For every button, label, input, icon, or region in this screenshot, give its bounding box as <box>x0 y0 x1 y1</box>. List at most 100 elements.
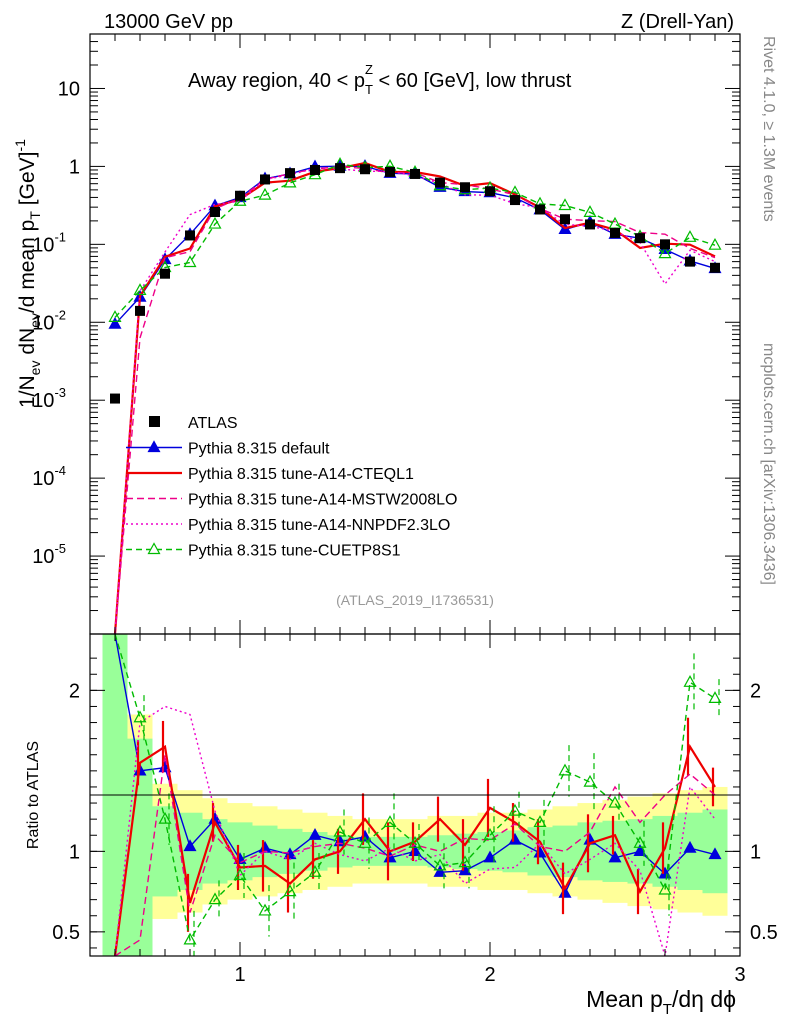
atlas-data-point <box>435 177 445 188</box>
atlas-data-point <box>160 268 170 279</box>
main-series-marker <box>258 187 272 200</box>
atlas-data-point <box>260 174 270 185</box>
main-series-line <box>114 165 716 325</box>
ratio-series-marker <box>683 675 697 687</box>
y-tick-label: 10 <box>58 78 80 100</box>
atlas-data-point <box>210 206 220 217</box>
ratio-series-marker <box>508 803 522 816</box>
main-series-marker <box>208 216 222 229</box>
legend-entry: Pythia 8.315 tune-CUETP8S1 <box>188 543 401 560</box>
legend-entry: ATLAS <box>188 415 238 432</box>
legend-entry: Pythia 8.315 tune-A14-NNPDF2.3LO <box>188 517 450 534</box>
ratio-series-marker <box>408 836 422 848</box>
ratio-series-marker <box>633 844 647 856</box>
x-tick-label: 1 <box>234 964 245 986</box>
plot-title: Away region, 40 < pTZ < 60 [GeV], low th… <box>188 62 572 97</box>
atlas-data-point <box>410 168 420 179</box>
process-label: Z (Drell-Yan) <box>621 11 734 33</box>
ratio-series-marker <box>358 836 372 848</box>
title-pre: Away region, 40 < p <box>188 70 365 92</box>
ratio-series-line <box>114 633 716 942</box>
atlas-data-point <box>310 164 320 175</box>
title-post: < 60 [GeV], low thrust <box>373 70 572 92</box>
band-inner <box>577 822 603 881</box>
ratio-series-marker <box>208 892 222 905</box>
main-series-marker <box>583 205 597 217</box>
title-sub: T <box>365 82 373 97</box>
main-series-marker <box>133 283 147 296</box>
ratio-series-marker <box>483 850 497 863</box>
ratio-series-marker <box>308 865 322 877</box>
ratio-series-marker <box>283 884 297 897</box>
ratio-series-marker <box>308 828 322 840</box>
ratio-series-marker <box>258 903 272 916</box>
atlas-data-point <box>135 305 145 316</box>
atlas-data-point <box>560 214 570 225</box>
main-series-marker <box>683 230 697 242</box>
atlas-data-point <box>185 230 195 241</box>
main-series-line <box>113 161 716 635</box>
ratio-y-tick-label: 1 <box>69 841 80 863</box>
ratio-series-group <box>113 633 722 957</box>
main-series-marker <box>108 310 122 322</box>
ratio-series-marker <box>708 847 722 860</box>
atlas-data-point <box>710 262 720 273</box>
title-sup: Z <box>365 62 373 77</box>
ratio-series-marker <box>458 855 472 868</box>
atlas-data-point <box>510 195 520 206</box>
ratio-y-tick-label-right: 0.5 <box>750 922 778 944</box>
band-inner <box>427 835 453 868</box>
ratio-series-marker <box>633 836 647 848</box>
ratio-series-marker <box>133 710 147 723</box>
rivet-version-text: Rivet 4.1.0, ≥ 1.3M events <box>760 36 777 222</box>
y-tick-label: 10-5 <box>32 541 66 568</box>
ratio-series-line <box>114 705 716 957</box>
ratio-series-marker <box>383 815 397 827</box>
atlas-data-point <box>235 190 245 201</box>
band-inner <box>552 825 578 878</box>
ratio-y-axis-label: Ratio to ATLAS <box>25 741 42 849</box>
atlas-data-point <box>535 204 545 215</box>
main-series-marker <box>283 175 297 188</box>
ratio-series-line <box>114 754 716 957</box>
x-tick-label: 3 <box>734 964 745 986</box>
atlas-data-point <box>685 256 695 267</box>
ratio-series-marker <box>183 839 197 852</box>
atlas-data-point <box>335 163 345 174</box>
ratio-y-tick-label-right: 2 <box>750 680 761 702</box>
main-series-marker <box>558 198 572 211</box>
beam-label: 13000 GeV pp <box>104 11 233 33</box>
main-series-marker <box>183 255 197 268</box>
atlas-data-point <box>460 182 470 193</box>
ratio-series-marker <box>433 858 447 871</box>
ratio-series-line <box>113 743 716 957</box>
ratio-series-marker <box>233 868 247 881</box>
main-y-axis-label: 1/Nev dNev/d mean pT [GeV]-1 <box>12 139 43 408</box>
legend-entry: Pythia 8.315 tune-A14-CTEQL1 <box>188 466 414 483</box>
atlas-data-point <box>635 233 645 244</box>
atlas-data-point <box>285 168 295 179</box>
ratio-series-marker <box>333 824 347 837</box>
x-axis-label: Mean pT/dη dϕ <box>586 986 736 1018</box>
main-series-marker <box>708 237 722 250</box>
ratio-y-tick-label-right: 1 <box>750 841 761 863</box>
legend: ATLAS Pythia 8.315 default Pythia 8.315 tu… <box>126 415 457 560</box>
main-series-group <box>108 157 722 635</box>
ratio-series-marker <box>608 795 622 808</box>
legend-entry: Pythia 8.315 tune-A14-MSTW2008LO <box>188 492 457 509</box>
ratio-series-marker <box>583 774 597 787</box>
legend-marker <box>147 542 161 555</box>
analysis-tag: (ATLAS_2019_I1736531) <box>336 592 494 608</box>
main-series-marker <box>658 246 672 259</box>
ratio-series-marker <box>483 828 497 840</box>
ratio-series-marker <box>683 840 697 853</box>
mcplots-text: mcplots.cern.ch [arXiv:1306.3436] <box>760 343 777 585</box>
main-series-line <box>114 163 716 318</box>
y-tick-label: 1 <box>69 156 80 178</box>
ratio-series-marker <box>533 815 547 827</box>
atlas-data-point <box>610 227 620 238</box>
x-tick-label: 2 <box>484 964 495 986</box>
atlas-data-point <box>360 164 370 175</box>
atlas-data-point <box>660 239 670 250</box>
